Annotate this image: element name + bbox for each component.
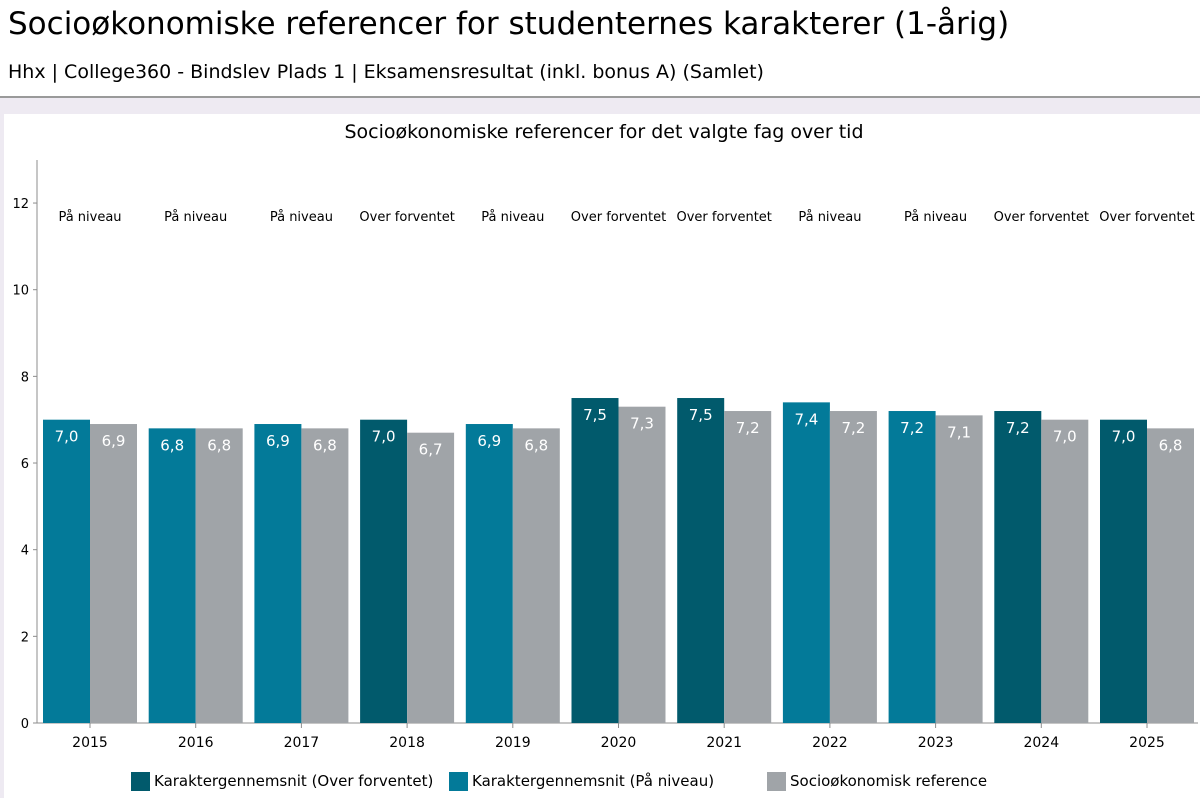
bar-reference bbox=[935, 415, 983, 723]
data-label-reference: 6,8 bbox=[524, 436, 548, 454]
x-tick-label: 2021 bbox=[706, 735, 742, 751]
y-tick-label: 10 bbox=[12, 284, 29, 299]
header-divider bbox=[0, 96, 1200, 98]
bar-karaktergennemsnit bbox=[888, 411, 936, 723]
data-label-karaktergennemsnit: 7,4 bbox=[794, 410, 818, 428]
bar-karaktergennemsnit bbox=[254, 424, 302, 723]
status-annotation: På niveau bbox=[798, 210, 861, 225]
bar-reference bbox=[1147, 428, 1194, 723]
bar-reference bbox=[724, 411, 772, 723]
x-tick-label: 2025 bbox=[1129, 735, 1165, 751]
page-subtitle: Hhx | College360 - Bindslev Plads 1 | Ek… bbox=[8, 61, 764, 83]
data-label-reference: 7,2 bbox=[841, 419, 865, 437]
y-tick-label: 6 bbox=[21, 457, 29, 472]
data-label-reference: 6,7 bbox=[419, 441, 443, 459]
bar-karaktergennemsnit bbox=[571, 398, 619, 723]
y-tick-label: 4 bbox=[21, 544, 29, 559]
bar-reference bbox=[407, 432, 455, 723]
data-label-karaktergennemsnit: 7,0 bbox=[1112, 428, 1136, 446]
x-tick-label: 2018 bbox=[389, 735, 425, 751]
bar-reference bbox=[618, 406, 666, 723]
page-header: Socioøkonomiske referencer for studenter… bbox=[0, 0, 1200, 98]
status-annotation: Over forventet bbox=[1099, 210, 1194, 225]
data-label-karaktergennemsnit: 6,9 bbox=[477, 432, 501, 450]
data-label-reference: 6,9 bbox=[102, 432, 126, 450]
legend-item-reference[interactable]: Socioøkonomisk reference bbox=[767, 768, 987, 794]
data-label-reference: 7,3 bbox=[630, 415, 654, 433]
legend-swatch-reference bbox=[767, 771, 786, 791]
data-label-reference: 6,8 bbox=[1159, 436, 1183, 454]
chart-title: Socioøkonomiske referencer for det valgt… bbox=[344, 121, 863, 143]
page-title: Socioøkonomiske referencer for studenter… bbox=[8, 6, 1010, 42]
x-tick-label: 2019 bbox=[495, 735, 531, 751]
y-tick-label: 0 bbox=[21, 717, 29, 732]
x-tick-label: 2023 bbox=[918, 735, 954, 751]
bar-karaktergennemsnit bbox=[43, 419, 90, 723]
data-label-reference: 7,2 bbox=[736, 419, 760, 437]
status-annotation: Over forventet bbox=[359, 210, 454, 225]
legend-item-over-forventet[interactable]: Karaktergennemsnit (Over forventet) bbox=[131, 768, 433, 794]
bar-reference bbox=[90, 424, 137, 723]
data-label-reference: 6,8 bbox=[313, 436, 337, 454]
legend-label-reference: Socioøkonomisk reference bbox=[790, 772, 988, 790]
bar-karaktergennemsnit bbox=[677, 398, 725, 723]
data-label-karaktergennemsnit: 7,5 bbox=[583, 406, 607, 424]
status-annotation: På niveau bbox=[270, 210, 333, 225]
status-annotation: På niveau bbox=[58, 210, 121, 225]
legend-swatch-paa-niveau bbox=[449, 771, 468, 791]
data-label-karaktergennemsnit: 7,0 bbox=[55, 428, 79, 446]
data-label-reference: 7,1 bbox=[947, 423, 971, 441]
legend-swatch-over-forventet bbox=[131, 771, 150, 791]
bar-karaktergennemsnit bbox=[1100, 419, 1147, 723]
x-tick-label: 2015 bbox=[72, 735, 108, 751]
status-annotation: Over forventet bbox=[994, 210, 1089, 225]
status-annotation: På niveau bbox=[164, 210, 227, 225]
bar-reference bbox=[512, 428, 560, 723]
bar-karaktergennemsnit bbox=[994, 411, 1042, 723]
y-tick-label: 2 bbox=[21, 630, 29, 645]
x-tick-label: 2022 bbox=[812, 735, 848, 751]
status-annotation: På niveau bbox=[481, 210, 544, 225]
legend-item-paa-niveau[interactable]: Karaktergennemsnit (På niveau) bbox=[449, 768, 714, 794]
data-label-karaktergennemsnit: 6,9 bbox=[266, 432, 290, 450]
bar-reference bbox=[195, 428, 243, 723]
status-annotation: Over forventet bbox=[676, 210, 771, 225]
x-tick-label: 2024 bbox=[1023, 735, 1059, 751]
status-annotation: Over forventet bbox=[571, 210, 666, 225]
data-label-karaktergennemsnit: 7,2 bbox=[1006, 419, 1030, 437]
bar-karaktergennemsnit bbox=[782, 402, 830, 723]
x-tick-label: 2017 bbox=[284, 735, 320, 751]
legend-label-paa-niveau: Karaktergennemsnit (På niveau) bbox=[472, 772, 715, 790]
bar-karaktergennemsnit bbox=[465, 424, 513, 723]
data-label-reference: 7,0 bbox=[1053, 428, 1077, 446]
chart-legend: Karaktergennemsnit (Over forventet) Kara… bbox=[0, 768, 1200, 794]
bar-reference bbox=[301, 428, 349, 723]
data-label-karaktergennemsnit: 7,2 bbox=[900, 419, 924, 437]
x-tick-label: 2016 bbox=[178, 735, 214, 751]
bar-reference bbox=[829, 411, 877, 723]
bar-karaktergennemsnit bbox=[360, 419, 408, 723]
bar-reference bbox=[1041, 419, 1089, 723]
status-annotation: På niveau bbox=[904, 210, 967, 225]
legend-label-over-forventet: Karaktergennemsnit (Over forventet) bbox=[154, 772, 434, 790]
data-label-reference: 6,8 bbox=[207, 436, 231, 454]
bar-karaktergennemsnit bbox=[148, 428, 196, 723]
x-tick-label: 2020 bbox=[601, 735, 637, 751]
data-label-karaktergennemsnit: 7,0 bbox=[372, 428, 396, 446]
data-label-karaktergennemsnit: 7,5 bbox=[689, 406, 713, 424]
data-label-karaktergennemsnit: 6,8 bbox=[160, 436, 184, 454]
y-tick-label: 8 bbox=[21, 370, 29, 385]
y-tick-label: 12 bbox=[12, 197, 29, 212]
